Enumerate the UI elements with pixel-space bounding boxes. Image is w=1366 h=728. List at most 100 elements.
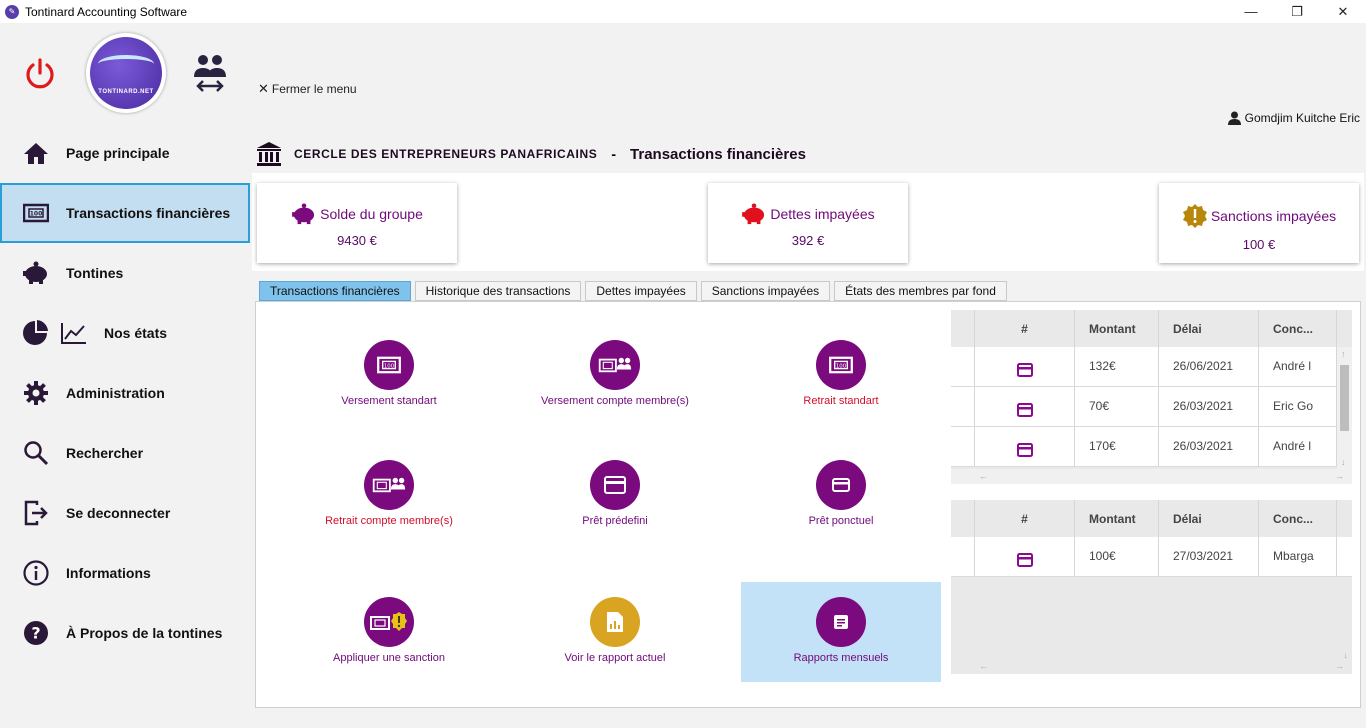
card-solde-groupe: Solde du groupe 9430 € — [257, 183, 457, 263]
banknote-icon: 100 — [22, 199, 50, 227]
action-rapports-mensuels[interactable]: Rapports mensuels — [741, 582, 941, 682]
cell-delai: 26/03/2021 — [1159, 427, 1259, 466]
window-title: Tontinard Accounting Software — [25, 4, 188, 19]
svg-text:100: 100 — [836, 363, 847, 369]
report-icon — [590, 597, 640, 647]
card-value: 9430 € — [337, 233, 377, 248]
action-voir-rapport-actuel[interactable]: Voir le rapport actuel — [515, 587, 715, 687]
app-icon: ✎ — [5, 4, 19, 19]
app-logo: TONTINARD.NET — [86, 33, 166, 113]
scrollbar-thumb[interactable] — [1340, 365, 1349, 431]
col-delai[interactable]: Délai — [1159, 310, 1259, 347]
sidebar-item-page-principale[interactable]: Page principale — [0, 123, 250, 183]
banknote-icon: 100 — [816, 340, 866, 390]
warning-badge-icon — [1182, 204, 1207, 228]
table-row[interactable]: 100€ 27/03/2021 Mbarga — [951, 537, 1352, 577]
action-versement-standart[interactable]: 100 Versement standart — [289, 330, 489, 430]
action-pret-ponctuel[interactable]: Prêt ponctuel — [741, 450, 941, 550]
card-icon[interactable] — [975, 387, 1075, 426]
sidebar-item-label: Tontines — [66, 265, 124, 281]
action-retrait-standart[interactable]: 100 Retrait standart — [741, 330, 941, 430]
col-concerne[interactable]: Conc... — [1259, 500, 1337, 537]
help-icon: ? — [22, 619, 50, 647]
document-icon — [816, 597, 866, 647]
pie-chart-icon — [23, 320, 48, 345]
action-retrait-compte-membres[interactable]: Retrait compte membre(s) — [289, 450, 489, 550]
search-icon — [22, 439, 50, 467]
table-row[interactable]: 132€ 26/06/2021 André l — [951, 347, 1352, 387]
vertical-scrollbar[interactable]: ↑ ↓ — [1337, 347, 1352, 469]
col-delai[interactable]: Délai — [1159, 500, 1259, 537]
user-name-label: Gomdjim Kuitche Eric — [1244, 111, 1360, 125]
tab-historique[interactable]: Historique des transactions — [414, 281, 582, 301]
logout-icon — [22, 499, 50, 527]
action-pret-predefini[interactable]: Prêt prédefini — [515, 450, 715, 550]
logo-badge: TONTINARD.NET — [90, 37, 162, 109]
card-icon[interactable] — [975, 537, 1075, 576]
title-bar: ✎ Tontinard Accounting Software — ❐ ✕ — [0, 0, 1366, 23]
cell-concerne: André l — [1259, 347, 1337, 386]
close-menu-link[interactable]: ✕ Fermer le menu — [258, 81, 357, 97]
card-title: Sanctions impayées — [1210, 208, 1337, 224]
close-window-button[interactable]: ✕ — [1337, 3, 1349, 19]
page-header: CERCLE DES ENTREPRENEURS PANAFRICAINS - … — [256, 141, 806, 167]
cell-montant: 70€ — [1075, 387, 1159, 426]
card-icon[interactable] — [975, 347, 1075, 386]
card-value: 392 € — [791, 233, 825, 248]
card-value: 100 € — [1242, 237, 1276, 252]
sidebar-item-se-deconnecter[interactable]: Se deconnecter — [0, 483, 250, 543]
cell-montant: 100€ — [1075, 537, 1159, 576]
info-icon — [22, 559, 50, 587]
header-separator: - — [611, 146, 617, 162]
sidebar-item-a-propos[interactable]: ? À Propos de la tontines — [0, 603, 250, 663]
cell-montant: 170€ — [1075, 427, 1159, 466]
user-icon — [1227, 111, 1241, 125]
pending-sanctions-grid: # Montant Délai Conc... 100€ 27/03/2021 … — [951, 500, 1352, 674]
banknote-icon: 100 — [364, 340, 414, 390]
horizontal-scrollbar[interactable]: ← → — [951, 659, 1352, 674]
sidebar-item-transactions[interactable]: 100 Transactions financières — [0, 183, 250, 243]
sidebar-item-administration[interactable]: Administration — [0, 363, 250, 423]
switch-user-icon[interactable] — [190, 51, 230, 95]
action-label: Voir le rapport actuel — [564, 652, 666, 664]
col-concerne[interactable]: Conc... — [1259, 310, 1337, 347]
card-sanctions-impayees: Sanctions impayées 100 € — [1159, 183, 1359, 263]
home-icon — [22, 139, 50, 167]
close-icon: ✕ — [258, 81, 269, 96]
card-icon[interactable] — [975, 427, 1075, 466]
col-index[interactable]: # — [975, 500, 1075, 537]
action-versement-compte-membres[interactable]: Versement compte membre(s) — [515, 330, 715, 430]
col-montant[interactable]: Montant — [1075, 310, 1159, 347]
current-user: Gomdjim Kuitche Eric — [1227, 111, 1360, 125]
col-montant[interactable]: Montant — [1075, 500, 1159, 537]
cell-delai: 26/06/2021 — [1159, 347, 1259, 386]
tab-dettes[interactable]: Dettes impayées — [585, 281, 697, 301]
sidebar-item-label: Rechercher — [66, 445, 144, 461]
bank-icon — [257, 142, 281, 166]
table-row[interactable]: 170€ 26/03/2021 André l — [951, 427, 1352, 467]
banknote-members-icon — [364, 460, 414, 510]
sidebar-item-rechercher[interactable]: Rechercher — [0, 423, 250, 483]
sidebar-item-nos-etats[interactable]: Nos états — [0, 303, 250, 363]
maximize-button[interactable]: ❐ — [1291, 3, 1303, 19]
col-index[interactable]: # — [975, 310, 1075, 347]
upcoming-loans-grid: # Montant Délai Conc... 132€ 26/06/2021 … — [951, 310, 1352, 484]
tab-transactions[interactable]: Transactions financières — [259, 281, 411, 301]
sidebar-item-tontines[interactable]: Tontines — [0, 243, 250, 303]
cell-delai: 27/03/2021 — [1159, 537, 1259, 576]
card-icon — [590, 460, 640, 510]
tab-etats-membres[interactable]: États des membres par fond — [834, 281, 1007, 301]
table-row[interactable]: 70€ 26/03/2021 Eric Go — [951, 387, 1352, 427]
sidebar-item-label: Informations — [66, 565, 151, 581]
stats-icons — [22, 320, 88, 346]
svg-text:100: 100 — [30, 211, 43, 218]
action-appliquer-sanction[interactable]: Appliquer une sanction — [289, 587, 489, 687]
power-icon[interactable] — [22, 55, 58, 91]
tab-sanctions[interactable]: Sanctions impayées — [700, 281, 831, 301]
sidebar-item-informations[interactable]: Informations — [0, 543, 250, 603]
section-title: Transactions financières — [630, 145, 806, 163]
minimize-button[interactable]: — — [1244, 4, 1258, 19]
grid-header: # Montant Délai Conc... — [951, 310, 1352, 347]
horizontal-scrollbar[interactable]: ← → — [951, 469, 1352, 484]
line-chart-icon — [61, 323, 86, 344]
